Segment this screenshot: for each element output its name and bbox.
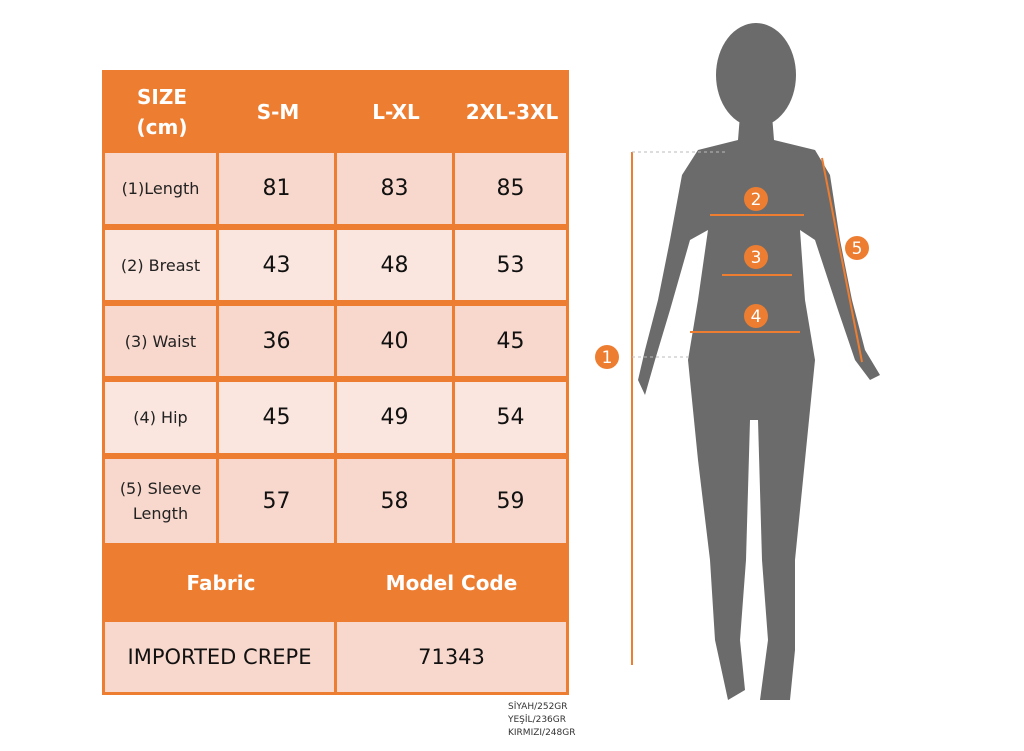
size-value-cell: 36 <box>219 306 334 376</box>
header-2xl-3xl: 2XL-3XL <box>465 99 559 124</box>
row-label: (5) Sleeve Length <box>105 459 216 543</box>
fabric-header: Fabric <box>186 570 256 595</box>
size-value-cell: 57 <box>219 459 334 543</box>
row-label: (3) Waist <box>105 306 216 376</box>
sleeve-arrow <box>821 157 863 363</box>
size-value-cell: 53 <box>455 230 566 300</box>
marker-circle <box>744 245 768 269</box>
header-l-xl: L-XL <box>372 99 420 124</box>
size-value-cell: 58 <box>337 459 452 543</box>
fabric-value: IMPORTED CREPE <box>105 622 334 692</box>
marker-circle <box>845 236 869 260</box>
marker-circle <box>595 345 619 369</box>
row-label-line: (5) Sleeve <box>119 479 202 498</box>
model-code-header: Model Code <box>385 570 518 595</box>
header-size: SIZE (cm) <box>105 73 219 150</box>
size-value-cell: 54 <box>455 382 566 453</box>
size-value-cell: 45 <box>455 306 566 376</box>
size-chart-table: SIZE (cm) S-M L-XL 2XL-3XL (1)Length 81 83… <box>102 70 569 695</box>
weight-green: YEŞİL/236GR <box>508 715 567 725</box>
body-silhouette-figure: 1 2 3 4 5 <box>595 23 880 700</box>
marker-number: 3 <box>751 248 762 268</box>
marker-circle <box>744 187 768 211</box>
row-label: (4) Hip <box>105 382 216 453</box>
weight-red: KIRMIZI/248GR <box>508 728 576 738</box>
size-value-cell: 85 <box>455 153 566 224</box>
size-value-cell: 49 <box>337 382 452 453</box>
row-label: (2) Breast <box>105 230 216 300</box>
marker-number: 2 <box>751 190 762 210</box>
marker-number: 5 <box>852 239 863 259</box>
size-value-cell: 45 <box>219 382 334 453</box>
model-code-value: 71343 <box>337 622 566 692</box>
marker-number: 1 <box>602 348 613 368</box>
header-s-m: S-M <box>256 99 300 124</box>
silhouette <box>638 23 880 700</box>
marker-circle <box>744 304 768 328</box>
header-size-line1: SIZE <box>136 84 187 109</box>
size-value-cell: 81 <box>219 153 334 224</box>
header-size-line2: (cm) <box>136 114 188 139</box>
size-value-cell: 43 <box>219 230 334 300</box>
marker-number: 4 <box>751 307 762 327</box>
size-value-cell: 83 <box>337 153 452 224</box>
size-value-cell: 40 <box>337 306 452 376</box>
size-value-cell: 48 <box>337 230 452 300</box>
size-value-cell: 59 <box>455 459 566 543</box>
weight-black: SİYAH/252GR <box>508 702 568 712</box>
row-label-line: Length <box>132 504 189 523</box>
color-weights: SİYAH/252GR YEŞİL/236GR KIRMIZI/248GR <box>508 701 576 740</box>
row-label: (1)Length <box>105 153 216 224</box>
